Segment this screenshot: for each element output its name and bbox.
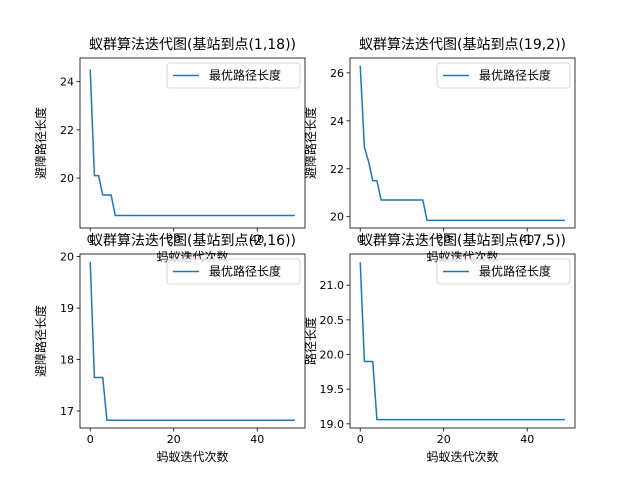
- y-tick-label: 26: [330, 67, 344, 80]
- axes-frame: [349, 253, 576, 429]
- y-axis-label: 避障路径长度: [303, 107, 318, 179]
- y-tick-label: 17: [60, 405, 74, 418]
- legend-box: [436, 62, 571, 89]
- series-line: [89, 261, 295, 422]
- x-axis-label: 蚂蚁迭代次数: [426, 449, 498, 464]
- x-tick-label: 40: [520, 433, 534, 446]
- y-tick-label: 24: [330, 115, 344, 128]
- x-tick-label: 40: [250, 433, 264, 446]
- y-axis-label: 路径长度: [303, 317, 318, 365]
- axes-frame: [349, 57, 576, 229]
- series-line: [359, 65, 565, 222]
- y-tick-label: 22: [60, 124, 74, 137]
- x-tick-label: 0: [87, 433, 94, 446]
- legend-box: [166, 62, 301, 89]
- x-tick-label: 40: [520, 233, 534, 246]
- x-tick-label: 40: [250, 233, 264, 246]
- legend-label: 最优路径长度: [479, 264, 551, 279]
- y-tick-label: 21.0: [320, 279, 345, 292]
- legend-box: [436, 258, 571, 285]
- legend-box: [166, 258, 301, 285]
- chart-title: 蚁群算法迭代图(基站到点(17,5)): [359, 232, 566, 249]
- legend-label: 最优路径长度: [209, 68, 281, 83]
- axes-frame: [79, 253, 306, 429]
- y-tick-label: 19.0: [320, 418, 345, 431]
- chart-panel-4: 0 20 40 19.0 19.5 20.0 20.5 21.0 蚁群算法迭代图(基站到点(17…: [303, 232, 576, 464]
- legend-label: 最优路径长度: [479, 68, 551, 83]
- y-axis-label: 避障路径长度: [33, 305, 48, 377]
- x-axis-label: 蚂蚁迭代次数: [156, 449, 228, 464]
- chart-panel-3: 0 20 4017181920蚁群算法迭代图(基站到点(2,16))蚂蚁迭代次数避障…: [33, 232, 306, 464]
- chart-title: 蚁群算法迭代图(基站到点(2,16)): [89, 232, 296, 249]
- x-tick-label: 0: [357, 433, 364, 446]
- y-tick-label: 19.5: [320, 383, 345, 396]
- y-tick-label: 20: [60, 251, 74, 264]
- legend-label: 最优路径长度: [209, 264, 281, 279]
- y-tick-label: 20.5: [320, 314, 345, 327]
- y-tick-label: 20.0: [320, 349, 345, 362]
- chart-panel-2: 0 20 4020222426蚁群算法迭代图(基站到点(19,2))蚂蚁迭代次数避障…: [303, 36, 576, 264]
- y-tick-label: 20: [330, 211, 344, 224]
- x-tick-label: 20: [167, 233, 181, 246]
- x-tick-label: 20: [167, 433, 181, 446]
- series-line: [89, 69, 295, 217]
- y-tick-label: 19: [60, 302, 74, 315]
- y-axis-label: 避障路径长度: [33, 107, 48, 179]
- series-line: [359, 262, 565, 421]
- x-tick-label: 20: [437, 433, 451, 446]
- x-tick-label: 20: [437, 233, 451, 246]
- y-tick-label: 24: [60, 76, 74, 89]
- y-tick-label: 22: [330, 163, 344, 176]
- chart-panel-1: 0 20 40202224蚁群算法迭代图(基站到点(1,18))蚂蚁迭代次数避障路径…: [33, 36, 306, 264]
- y-tick-label: 20: [60, 172, 74, 185]
- x-tick-label: 0: [87, 233, 94, 246]
- chart-title: 蚁群算法迭代图(基站到点(1,18)): [89, 36, 296, 53]
- x-tick-label: 0: [357, 233, 364, 246]
- chart-title: 蚁群算法迭代图(基站到点(19,2)): [359, 36, 566, 53]
- axes-frame: [79, 57, 306, 229]
- y-tick-label: 18: [60, 354, 74, 367]
